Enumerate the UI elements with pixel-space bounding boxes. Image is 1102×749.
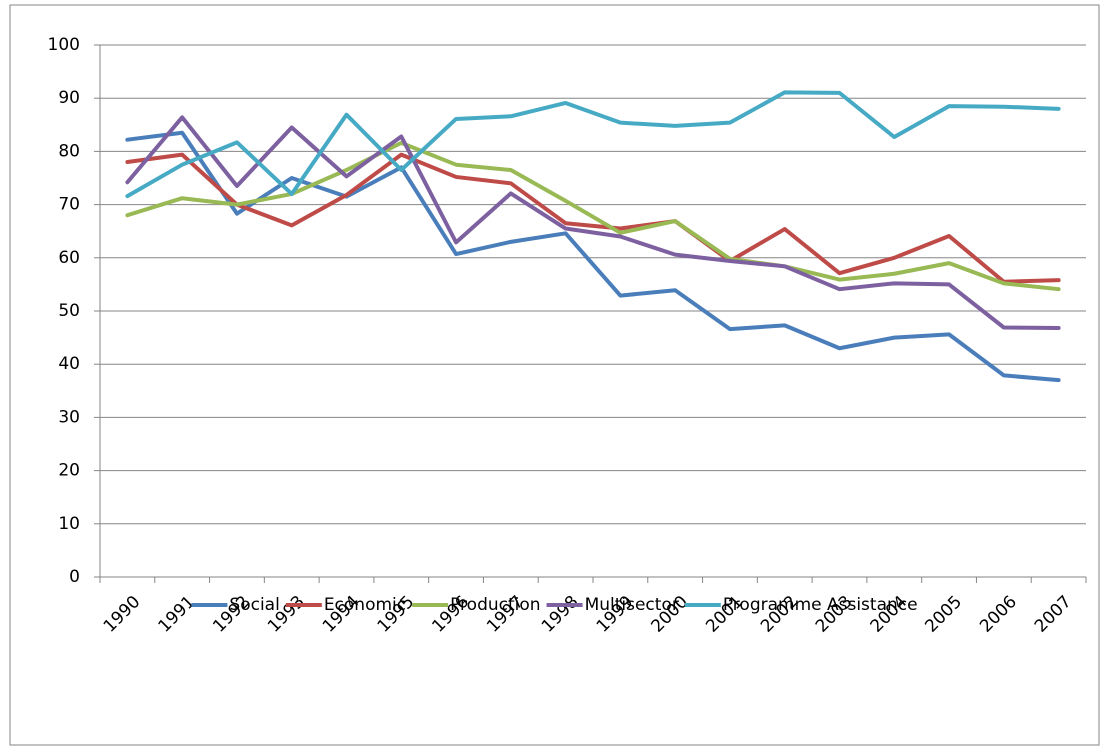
y-tick-label: 40 [58,354,80,374]
series-line [125,152,1061,284]
y-tick-label: 0 [69,567,80,587]
y-tick-label: 90 [58,88,80,108]
y-tick-label: 80 [58,141,80,161]
y-tick-label: 30 [58,407,80,427]
series-line [125,140,1061,292]
legend-label: Production [450,595,540,615]
legend-label: Programme Assistance [723,595,918,615]
y-tick-label: 100 [48,35,80,55]
legend: Social Economic Production Multisector Progr… [191,595,918,615]
y-tick-label: 60 [58,248,80,268]
y-tick-label: 70 [58,195,80,215]
legend-label: Multisector [585,595,679,615]
legend-label: Social [229,595,279,615]
y-tick-label: 10 [58,514,80,534]
series-line [125,115,1061,331]
legend-label: Economic [324,595,406,615]
series-line [125,90,1061,199]
y-tick-label: 50 [58,301,80,321]
y-tick-label: 20 [58,461,80,481]
